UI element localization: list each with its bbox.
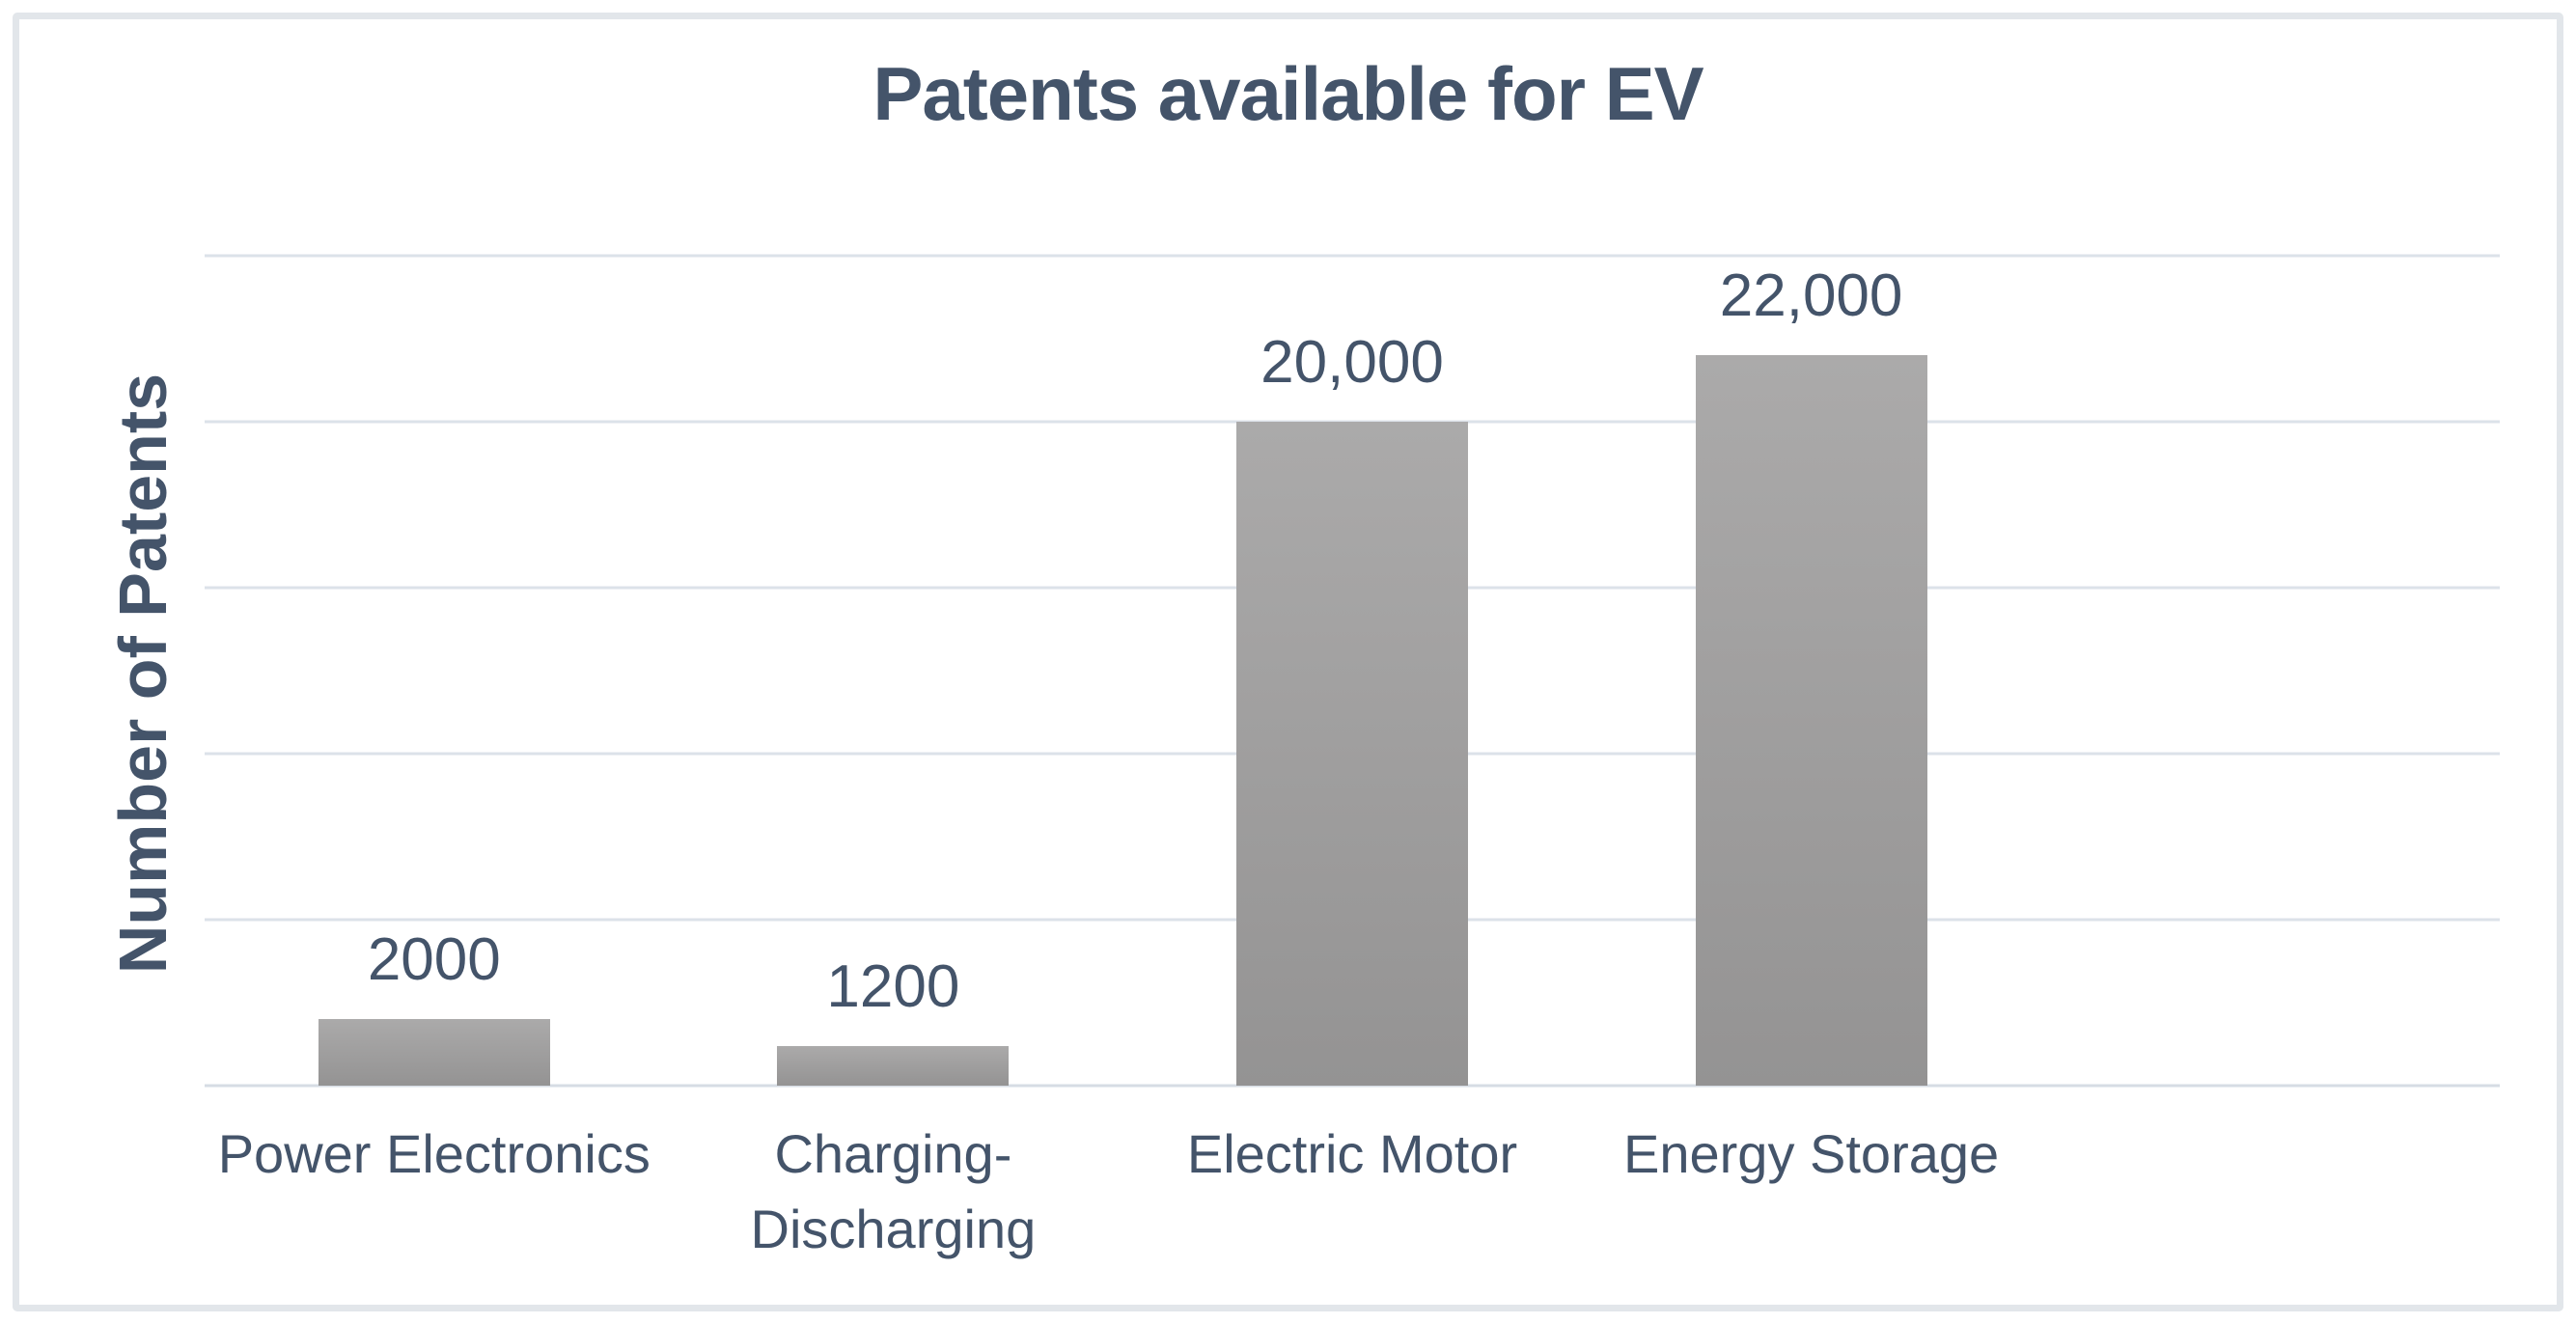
category-label-line: Charging- xyxy=(774,1123,1012,1184)
category-label-electric-motor: Electric Motor xyxy=(1101,1117,1603,1192)
category-label-line: Discharging xyxy=(750,1199,1037,1259)
category-label-line: Power Electronics xyxy=(217,1123,651,1184)
value-label-electric-motor: 20,000 xyxy=(1260,329,1444,396)
value-label-power-electronics: 2000 xyxy=(367,926,501,994)
bar-electric-motor xyxy=(1236,422,1468,1086)
chart-title: Patents available for EV xyxy=(873,51,1703,136)
category-label-charging-discharging: Charging- Discharging xyxy=(642,1117,1144,1267)
value-label-charging-discharging: 1200 xyxy=(826,952,960,1020)
gridline-25000 xyxy=(205,254,2500,258)
value-label-energy-storage: 22,000 xyxy=(1719,262,1903,330)
x-axis-line xyxy=(205,1084,2500,1088)
category-label-line: Energy Storage xyxy=(1623,1123,2000,1184)
y-axis-title: Number of Patents xyxy=(105,372,180,975)
category-label-energy-storage: Energy Storage xyxy=(1561,1117,2063,1192)
plot-area: Power Electronics Charging- Discharging Ele… xyxy=(205,254,2500,1259)
bar-power-electronics xyxy=(318,1019,550,1086)
bar-charging-discharging xyxy=(777,1045,1010,1086)
category-label-line: Electric Motor xyxy=(1186,1123,1518,1184)
bar-energy-storage xyxy=(1695,355,1927,1086)
category-label-power-electronics: Power Electronics xyxy=(183,1117,685,1192)
